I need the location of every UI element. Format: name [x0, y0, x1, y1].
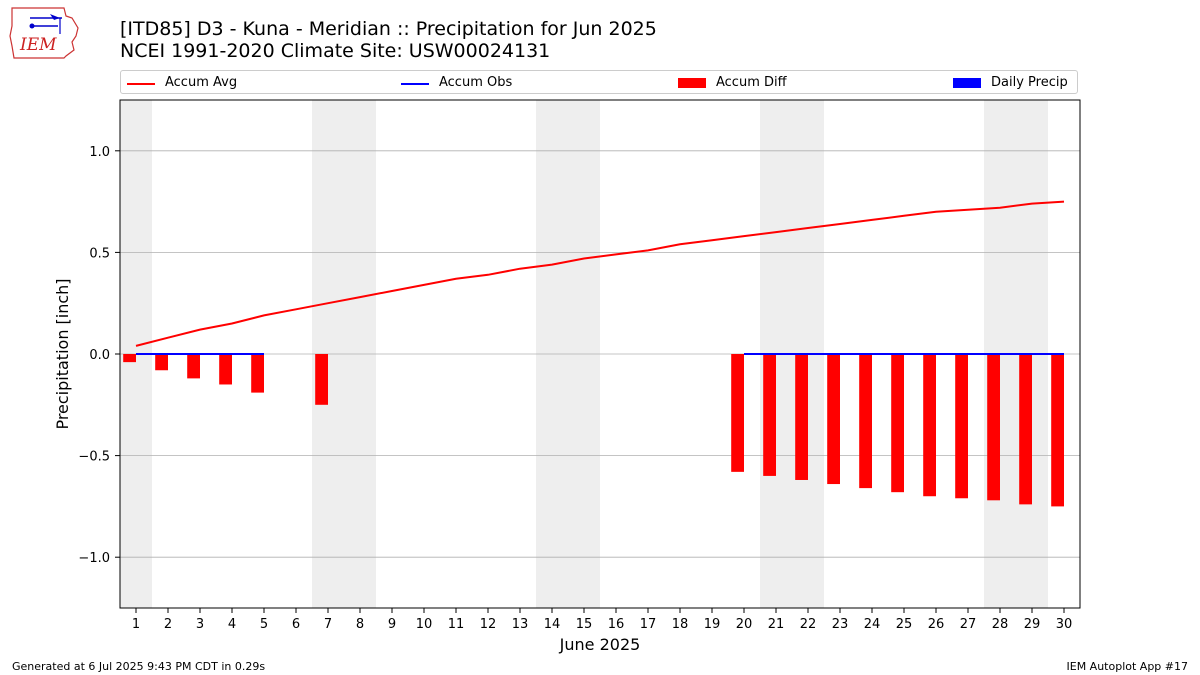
legend-swatch-accum-obs	[401, 83, 429, 85]
legend-item-accum-avg: Accum Avg	[127, 75, 327, 91]
legend-item-accum-obs: Accum Obs	[401, 75, 601, 91]
footer-app: IEM Autoplot App #17	[1066, 660, 1189, 673]
y-tick-label-3: 0.5	[89, 246, 110, 261]
x-tick-label-1: 1	[132, 617, 140, 632]
legend-label-accum-avg: Accum Avg	[165, 75, 238, 90]
x-tick-label-29: 29	[1024, 617, 1041, 632]
accum-diff-bar-27	[955, 354, 968, 499]
accum-diff-bar-26	[923, 354, 936, 497]
legend-swatch-accum-avg	[127, 83, 155, 85]
series-lines	[135, 200, 1065, 355]
accum-diff-bar-22	[795, 354, 808, 480]
legend-label-accum-obs: Accum Obs	[439, 75, 513, 90]
logo-text: IEM	[19, 35, 57, 55]
x-tick-label-16: 16	[608, 617, 625, 632]
chart-title: [ITD85] D3 - Kuna - Meridian :: Precipit…	[120, 18, 657, 40]
accum-diff-bar-2	[155, 354, 168, 371]
x-tick-label-5: 5	[260, 617, 268, 632]
accum-diff-bar-30	[1051, 354, 1064, 507]
accum-diff-bar-5	[251, 354, 264, 393]
legend-label-daily-precip: Daily Precip	[991, 75, 1068, 90]
x-tick-label-9: 9	[388, 617, 396, 632]
legend-item-daily-precip: Daily Precip	[953, 75, 1073, 91]
x-tick-label-24: 24	[864, 617, 881, 632]
x-tick-label-6: 6	[292, 617, 300, 632]
accum-diff-bar-23	[827, 354, 840, 485]
accum-diff-bar-21	[763, 354, 776, 476]
accum-diff-bar-25	[891, 354, 904, 493]
legend-swatch-daily-precip	[953, 78, 981, 88]
x-tick-label-17: 17	[640, 617, 657, 632]
accum-diff-bar-24	[859, 354, 872, 489]
x-tick-label-27: 27	[960, 617, 977, 632]
x-tick-label-19: 19	[704, 617, 721, 632]
x-tick-label-10: 10	[416, 617, 433, 632]
x-tick-label-4: 4	[228, 617, 236, 632]
x-tick-label-21: 21	[768, 617, 785, 632]
x-tick-label-8: 8	[356, 617, 364, 632]
y-tick-label-1: −0.5	[78, 450, 110, 465]
y-tick-label-4: 1.0	[89, 145, 110, 160]
x-tick-label-20: 20	[736, 617, 753, 632]
y-tick-label-0: −1.0	[78, 551, 110, 566]
x-tick-label-13: 13	[512, 617, 529, 632]
legend: Accum Avg Accum Obs Accum Diff Daily Pre…	[120, 70, 1078, 94]
x-tick-label-15: 15	[576, 617, 593, 632]
x-tick-label-14: 14	[544, 617, 561, 632]
x-tick-label-3: 3	[196, 617, 204, 632]
accum-diff-bars	[123, 354, 1064, 507]
iem-logo: IEM	[9, 7, 79, 59]
x-tick-label-22: 22	[800, 617, 817, 632]
accum-diff-bar-28	[987, 354, 1000, 501]
accum-diff-bar-20	[731, 354, 744, 472]
x-tick-label-7: 7	[324, 617, 332, 632]
y-tick-label-2: 0.0	[89, 348, 110, 363]
x-tick-label-26: 26	[928, 617, 945, 632]
x-tick-label-2: 2	[164, 617, 172, 632]
chart-subtitle: NCEI 1991-2020 Climate Site: USW00024131	[120, 40, 551, 62]
x-tick-label-11: 11	[448, 617, 465, 632]
legend-swatch-accum-diff	[678, 78, 706, 88]
accum-diff-bar-1	[123, 354, 136, 363]
footer-generated: Generated at 6 Jul 2025 9:43 PM CDT in 0…	[12, 660, 266, 673]
x-axis-ticks: 1 2 3 4 5 6 7 8 9 10 11 12 13 14 15 16 17 18 19 20 21 22 23 24 2…	[132, 608, 1072, 632]
accum-diff-bar-29	[1019, 354, 1032, 505]
y-axis-ticks: −1.0 −0.5 0.0 0.5 1.0	[78, 145, 120, 566]
y-axis-label: Precipitation [inch]	[53, 278, 72, 429]
weekend-shading	[120, 100, 1048, 608]
x-tick-label-28: 28	[992, 617, 1009, 632]
x-tick-label-12: 12	[480, 617, 497, 632]
accum-diff-bar-7	[315, 354, 328, 405]
x-tick-label-18: 18	[672, 617, 689, 632]
x-tick-label-23: 23	[832, 617, 849, 632]
legend-item-accum-diff: Accum Diff	[678, 75, 878, 91]
accum-avg-line	[135, 200, 1065, 347]
accum-diff-bar-4	[219, 354, 232, 385]
x-axis-label: June 2025	[559, 635, 641, 654]
legend-label-accum-diff: Accum Diff	[716, 75, 787, 90]
x-tick-label-25: 25	[896, 617, 913, 632]
accum-diff-bar-3	[187, 354, 200, 379]
x-tick-label-30: 30	[1056, 617, 1073, 632]
